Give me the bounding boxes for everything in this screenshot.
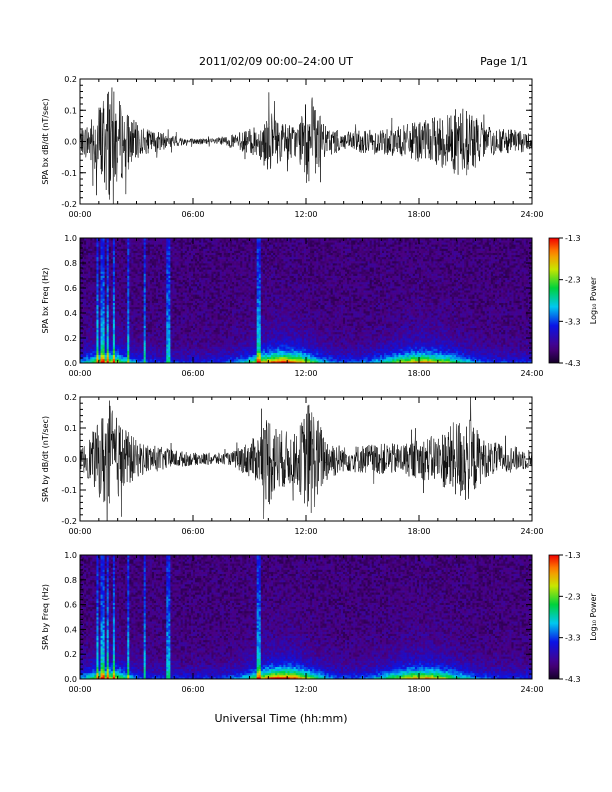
bx-waveform-panel: 00:00 06:00 12:00 18:00 24:00 -0.2 -0.1 0.0 0.1 0… [41, 75, 544, 226]
x-tick-label: 00:00 [68, 210, 91, 219]
y-axis-label: SPA bx dB/dt (nT/sec) [41, 98, 50, 184]
magnetometer-figure: 2011/02/09 00:00–24:00 UT Page 1/1 Unive… [0, 0, 612, 792]
figure-title: 2011/02/09 00:00–24:00 UT [199, 55, 353, 68]
magnetometer-figure-page: 2011/02/09 00:00–24:00 UT Page 1/1 Unive… [0, 0, 612, 792]
y-tick-label: -0.1 [61, 169, 77, 178]
x-tick-label: 12:00 [294, 210, 317, 219]
x-axis-title: Universal Time (hh:mm) [215, 712, 348, 725]
page-number: Page 1/1 [480, 55, 528, 68]
bx-spectrogram-panel: 00:00 06:00 12:00 18:00 24:000.00.20.40.60.8… [41, 234, 544, 378]
spectrogram-cells [80, 238, 532, 363]
y-tick-label: 0.2 [64, 75, 77, 84]
x-tick-label: 18:00 [407, 210, 430, 219]
x-tick-label: 24:00 [520, 210, 543, 219]
y-tick-label: 0.1 [64, 106, 77, 115]
x-tick-label: 06:00 [181, 210, 204, 219]
y-tick-label: -0.2 [61, 200, 77, 209]
waveform-trace [80, 87, 532, 225]
y-tick-label: 0.0 [64, 138, 77, 147]
